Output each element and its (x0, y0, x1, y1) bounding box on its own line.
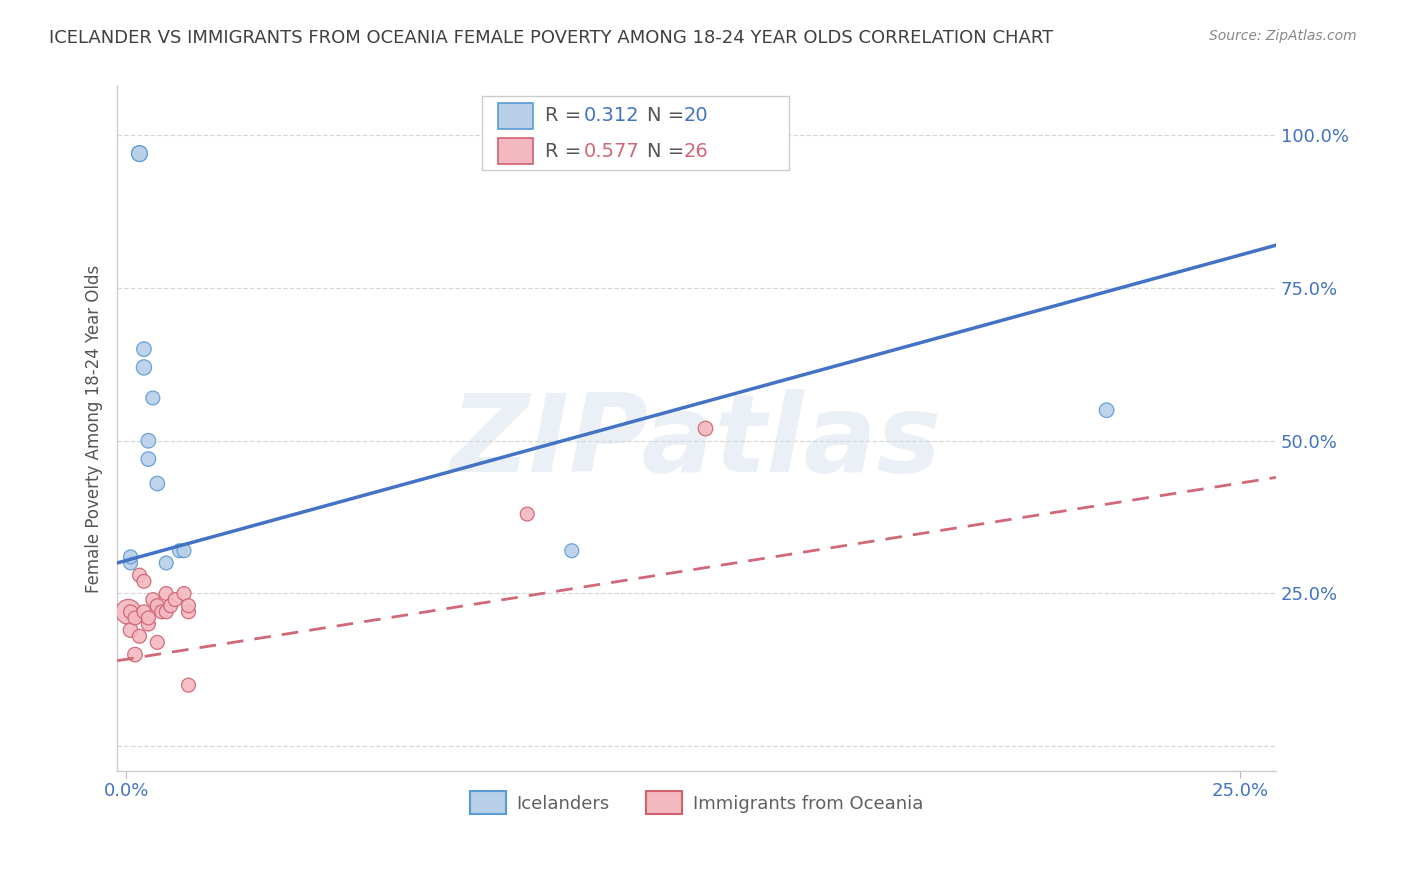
Point (695, 421, 717, 435)
Point (128, 568, 150, 582)
Text: N =: N = (647, 142, 690, 161)
Point (138, 611, 160, 625)
Text: ZIPatlas: ZIPatlas (451, 389, 942, 495)
Text: ICELANDER VS IMMIGRANTS FROM OCEANIA FEMALE POVERTY AMONG 18-24 YEAR OLDS CORREL: ICELANDER VS IMMIGRANTS FROM OCEANIA FEM… (49, 29, 1053, 46)
Point (561, 543, 583, 558)
Point (177, 678, 200, 692)
Point (120, 623, 142, 637)
Point (132, 574, 155, 589)
Point (169, 543, 191, 558)
Point (132, 360, 155, 375)
Point (124, 648, 146, 662)
Point (138, 434, 160, 448)
FancyBboxPatch shape (498, 103, 533, 129)
Point (155, 605, 177, 619)
Point (155, 586, 177, 600)
Y-axis label: Female Poverty Among 18-24 Year Olds: Female Poverty Among 18-24 Year Olds (86, 264, 103, 592)
Point (142, 391, 165, 405)
Point (146, 476, 169, 491)
Point (159, 599, 181, 613)
Point (146, 599, 169, 613)
Point (124, 611, 146, 625)
Point (173, 586, 195, 600)
Point (128, 146, 150, 161)
FancyBboxPatch shape (498, 138, 533, 164)
Point (120, 549, 142, 564)
Text: Source: ZipAtlas.com: Source: ZipAtlas.com (1209, 29, 1357, 43)
Text: N =: N = (647, 106, 690, 126)
Point (128, 629, 150, 643)
Point (173, 543, 195, 558)
Text: 26: 26 (683, 142, 709, 161)
Text: R =: R = (544, 106, 588, 126)
Point (1095, 403, 1118, 417)
Point (120, 556, 142, 570)
FancyBboxPatch shape (482, 96, 789, 169)
Point (146, 635, 169, 649)
Point (132, 342, 155, 356)
Point (150, 605, 173, 619)
Text: 20: 20 (683, 106, 709, 126)
Text: 0.577: 0.577 (583, 142, 640, 161)
Point (132, 605, 155, 619)
Text: R =: R = (544, 142, 588, 161)
Point (165, 592, 187, 607)
Point (128, 146, 150, 161)
Point (177, 599, 200, 613)
Point (138, 452, 160, 467)
Point (120, 605, 142, 619)
Point (142, 592, 165, 607)
Text: 0.312: 0.312 (583, 106, 640, 126)
Point (155, 556, 177, 570)
Point (177, 605, 200, 619)
Point (117, 605, 139, 619)
Point (516, 507, 538, 521)
Point (138, 617, 160, 632)
Legend: Icelanders, Immigrants from Oceania: Icelanders, Immigrants from Oceania (461, 782, 932, 823)
